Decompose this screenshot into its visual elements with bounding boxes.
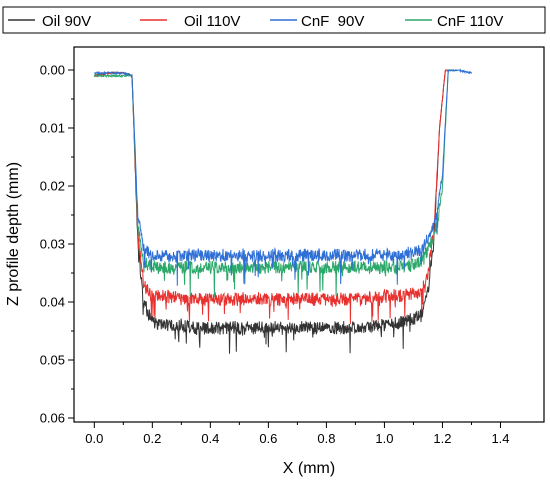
series-line-0 [94,69,452,354]
y-tick-label: 0.02 [40,179,65,194]
x-tick-label: 1.2 [433,431,451,446]
axis-ticks: 0.0 0.2 0.4 0.6 0.8 1.0 1.2 1.4 0.00 0.01 0.02 0.03… [40,63,510,447]
legend: Oil 90V Oil 110V CnF 90V CnF 110V [2,6,546,34]
plot-frame [73,46,545,423]
x-tick-label: 0.2 [143,431,161,446]
x-tick-label: 0.0 [85,431,103,446]
series-line-3 [93,68,458,298]
legend-label-series-1: Oil 110V [184,13,240,30]
series-line-1 [93,69,452,325]
y-tick-label: 0.00 [40,63,65,78]
y-tick-label: 0.06 [40,411,65,426]
series-layer [93,68,472,354]
x-tick-label: 1.0 [375,431,393,446]
x-tick-label: 0.4 [201,431,219,446]
x-tick-label: 0.8 [317,431,335,446]
y-tick-label: 0.01 [40,121,65,136]
legend-label-series-0: Oil 90V [42,13,91,30]
legend-label-series-3: CnF 110V [437,13,503,30]
x-axis-title: X (mm) [283,460,335,477]
series-line-2 [93,68,472,286]
y-axis-title: Z profile depth (mm) [5,162,22,306]
legend-label-series-2: CnF 90V [301,13,364,30]
y-tick-label: 0.03 [40,237,65,252]
x-tick-label: 1.4 [491,431,509,446]
y-tick-label: 0.04 [40,295,65,310]
x-tick-label: 0.6 [259,431,277,446]
y-tick-label: 0.05 [40,353,65,368]
